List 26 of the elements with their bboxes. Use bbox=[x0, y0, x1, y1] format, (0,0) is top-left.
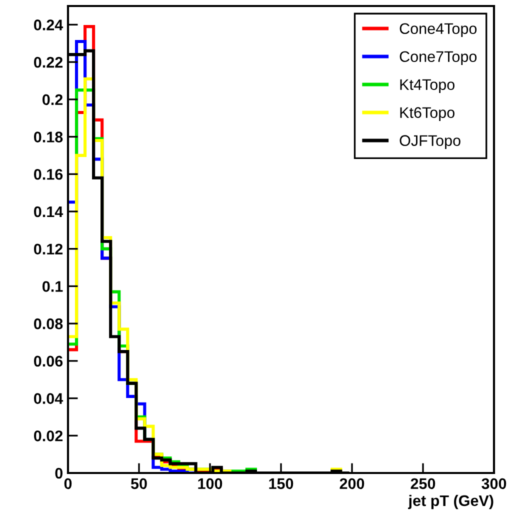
y-tick-label: 0.06 bbox=[34, 356, 63, 367]
legend-label: OJFTopo bbox=[400, 135, 460, 150]
x-tick-label: 300 bbox=[482, 478, 506, 490]
x-tick-label: 250 bbox=[410, 478, 436, 490]
x-tick-label: 200 bbox=[340, 478, 364, 490]
y-tick-label: 0.18 bbox=[34, 132, 63, 142]
y-tick-label: 0 bbox=[55, 468, 63, 479]
legend-label: Cone7Topo bbox=[400, 51, 477, 66]
x-tick-label: 50 bbox=[130, 478, 147, 490]
x-tick-label: 150 bbox=[269, 478, 294, 490]
x-tick-label: 0 bbox=[64, 478, 72, 490]
y-tick-label: 0.1 bbox=[42, 281, 63, 292]
y-tick-label: 0.02 bbox=[34, 430, 63, 442]
legend-label: Kt4Topo bbox=[400, 79, 454, 94]
x-tick-label: 100 bbox=[198, 478, 222, 490]
x-axis-title: jet pT (GeV) bbox=[408, 494, 494, 510]
y-tick-label: 0.14 bbox=[34, 206, 64, 218]
y-tick-label: 0.08 bbox=[34, 318, 63, 330]
y-tick-label: 0.12 bbox=[34, 244, 63, 255]
y-tick-label: 0.2 bbox=[42, 94, 63, 106]
y-tick-label: 0.16 bbox=[34, 168, 63, 180]
legend-label: Cone4Topo bbox=[400, 23, 477, 38]
y-tick-label: 0.04 bbox=[34, 393, 64, 404]
legend-label: Kt6Topo bbox=[400, 107, 454, 122]
y-tick-label: 0.22 bbox=[34, 56, 63, 68]
y-tick-label: 0.24 bbox=[34, 20, 64, 30]
